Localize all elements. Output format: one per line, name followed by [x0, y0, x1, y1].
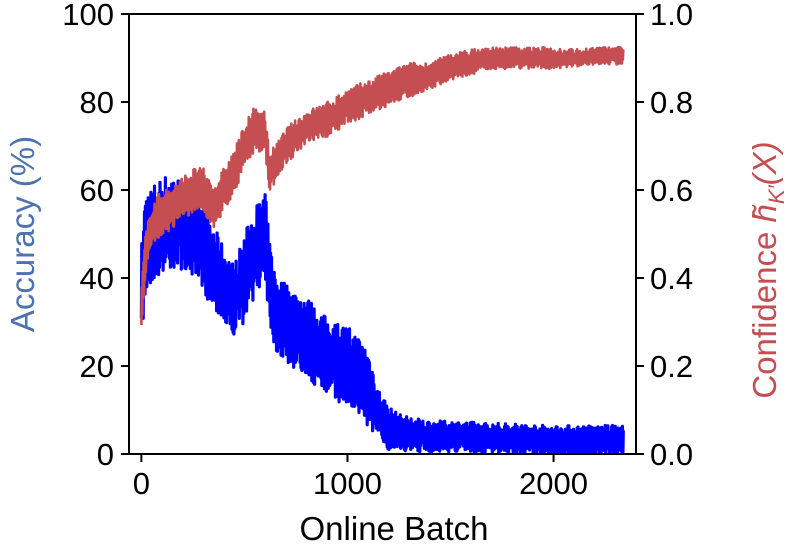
right-tick-label: 0.0: [650, 437, 693, 472]
left-axis-title: Accuracy (%): [4, 136, 41, 332]
right-axis-title-symbol: h̃: [746, 204, 783, 223]
left-axis-ticks: 0 20 40 60 80 100: [62, 0, 129, 472]
x-tick-label: 0: [133, 466, 150, 501]
x-axis-ticks: 0 1000 2000: [133, 454, 588, 501]
left-tick-label: 40: [80, 261, 114, 296]
right-tick-label: 0.8: [650, 85, 693, 120]
accuracy-series-line: [139, 176, 625, 454]
x-tick-label: 2000: [519, 466, 588, 501]
left-tick-label: 100: [62, 0, 114, 32]
right-tick-label: 1.0: [650, 0, 693, 32]
confidence-series-line: [140, 45, 625, 326]
right-axis-title-suffix: (X): [746, 141, 783, 185]
left-tick-label: 20: [80, 349, 114, 384]
right-axis-title: Confidence h̃K′(X): [746, 141, 789, 398]
x-axis-title: Online Batch: [300, 510, 489, 547]
plot-frame: [128, 13, 637, 455]
right-tick-label: 0.2: [650, 349, 693, 384]
x-tick-label: 1000: [313, 466, 382, 501]
right-axis-ticks: 0.0 0.2 0.4 0.6 0.8 1.0: [636, 0, 693, 472]
left-tick-label: 80: [80, 85, 114, 120]
left-tick-label: 0: [97, 437, 114, 472]
right-tick-label: 0.4: [650, 261, 693, 296]
left-tick-label: 60: [80, 173, 114, 208]
right-axis-title-subscript: K′: [764, 184, 789, 204]
series-layer: [139, 45, 625, 454]
right-axis-title-prefix: Confidence: [746, 223, 783, 399]
right-tick-label: 0.6: [650, 173, 693, 208]
